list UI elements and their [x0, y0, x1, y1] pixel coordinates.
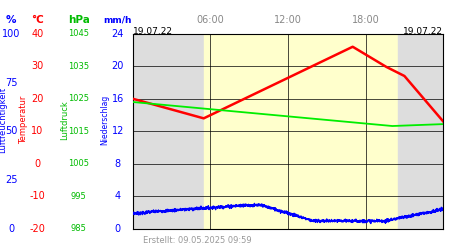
Text: mm/h: mm/h	[104, 16, 132, 24]
Text: Luftfeuchtigkeit: Luftfeuchtigkeit	[0, 87, 7, 153]
Text: 1045: 1045	[68, 29, 89, 38]
Bar	[398, 34, 443, 229]
Text: 20: 20	[112, 61, 124, 71]
Text: -10: -10	[30, 191, 45, 201]
Text: Luftdruck: Luftdruck	[60, 100, 69, 140]
Text: 0: 0	[34, 159, 40, 169]
Text: 25: 25	[5, 175, 18, 185]
Text: 19.07.22: 19.07.22	[133, 27, 173, 36]
Text: %: %	[6, 15, 17, 25]
Text: hPa: hPa	[68, 15, 90, 25]
Text: 8: 8	[115, 159, 121, 169]
Bar	[133, 34, 204, 229]
Text: 20: 20	[31, 94, 44, 104]
Text: °C: °C	[31, 15, 44, 25]
Text: 100: 100	[2, 29, 20, 39]
Text: 10: 10	[31, 126, 44, 136]
Text: 75: 75	[5, 78, 18, 88]
Text: 12:00: 12:00	[274, 15, 302, 25]
Text: 1015: 1015	[68, 127, 89, 136]
Text: 06:00: 06:00	[197, 15, 224, 25]
Text: 40: 40	[31, 29, 44, 39]
Text: 16: 16	[112, 94, 124, 104]
Text: Erstellt: 09.05.2025 09:59: Erstellt: 09.05.2025 09:59	[143, 236, 252, 245]
Bar	[204, 34, 398, 229]
Text: 19.07.22: 19.07.22	[403, 27, 443, 36]
Text: 995: 995	[71, 192, 86, 201]
Text: 12: 12	[112, 126, 124, 136]
Text: 1005: 1005	[68, 159, 89, 168]
Text: 18:00: 18:00	[352, 15, 379, 25]
Text: -20: -20	[29, 224, 45, 234]
Text: 1025: 1025	[68, 94, 89, 103]
Text: 4: 4	[115, 191, 121, 201]
Text: 0: 0	[115, 224, 121, 234]
Text: 50: 50	[5, 126, 18, 136]
Text: Niederschlag: Niederschlag	[100, 95, 109, 145]
Text: 1035: 1035	[68, 62, 89, 71]
Text: 30: 30	[31, 61, 44, 71]
Text: 985: 985	[71, 224, 87, 233]
Text: Temperatur: Temperatur	[19, 96, 28, 144]
Text: 0: 0	[8, 224, 14, 234]
Text: 24: 24	[112, 29, 124, 39]
